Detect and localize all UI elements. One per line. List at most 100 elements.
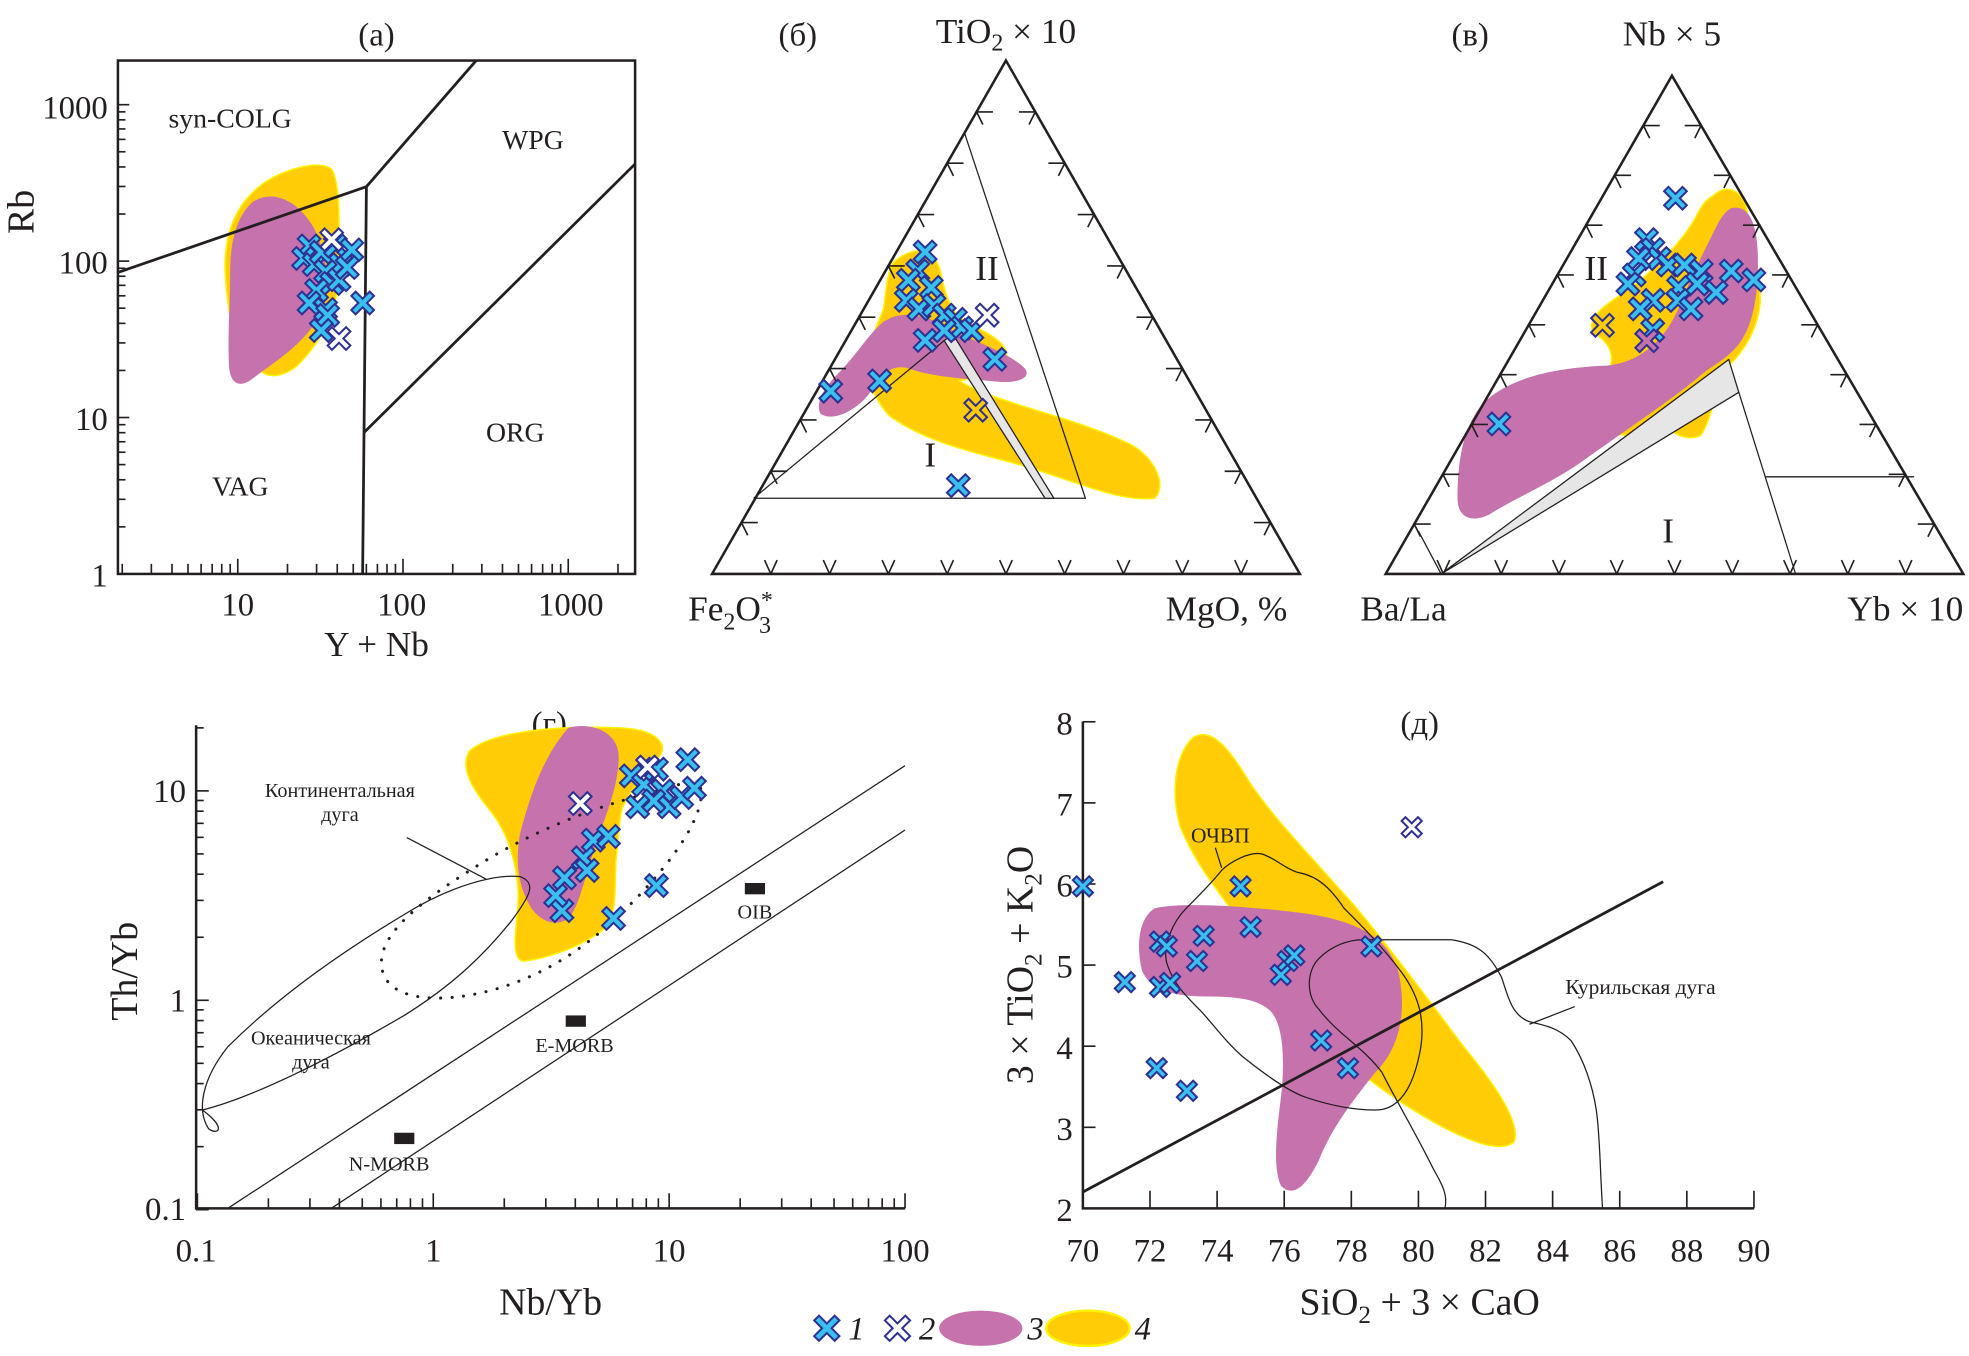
mantle-array-upper xyxy=(227,765,906,1209)
data-point-type-2 xyxy=(1633,327,1660,354)
x-tick-label: 100 xyxy=(880,1233,929,1269)
continental-arc-leader xyxy=(406,837,487,880)
tick-mark xyxy=(799,419,808,433)
tick-mark xyxy=(1234,559,1242,575)
y-tick-label: 5 xyxy=(1056,950,1072,986)
tick-mark xyxy=(1494,559,1502,575)
data-point-type-1 xyxy=(866,368,893,394)
x-tick-label: 80 xyxy=(1402,1233,1435,1269)
tick-mark xyxy=(1694,125,1702,139)
tick-mark xyxy=(1413,523,1422,538)
points-b xyxy=(817,239,1008,499)
ochvp-outline xyxy=(1165,852,1423,1111)
annotation-kuril: Курильская дуга xyxy=(1565,975,1716,999)
grey-wedge-v xyxy=(1440,358,1740,575)
tick-mark xyxy=(1057,162,1066,177)
nmorb-marker xyxy=(394,1132,415,1145)
label-oib: OIB xyxy=(738,901,773,923)
tick-mark xyxy=(946,162,955,177)
tick-mark xyxy=(1904,559,1913,575)
tick-mark xyxy=(1927,523,1935,538)
data-point-type-1 xyxy=(1309,1029,1333,1053)
boundary-corner-v xyxy=(1417,530,1442,575)
panel-d: (д) ОЧВП Курильская дуга SiO2 + 3 × CaO … xyxy=(999,706,1770,1329)
legend-label-4: 4 xyxy=(1135,1312,1151,1348)
data-point-type-1 xyxy=(1359,934,1383,958)
y-tick-label: 100 xyxy=(59,246,108,282)
region-org: ORG xyxy=(486,417,545,448)
y-axis-label-g: Th/Yb xyxy=(104,922,146,1021)
annotation-ochvp: ОЧВП xyxy=(1191,824,1250,848)
data-point-type-1 xyxy=(1615,271,1641,297)
boundary-wpg-org xyxy=(362,162,637,434)
tick-mark xyxy=(1840,559,1849,575)
kuril-leader xyxy=(1529,1006,1576,1025)
region-I-b: I xyxy=(924,436,936,475)
axis-ticks-d xyxy=(1082,720,1755,1209)
tick-mark xyxy=(1116,265,1125,279)
panel-g: (г) Континентальная дуга Океаническая ду… xyxy=(104,706,930,1323)
x-tick-label: 90 xyxy=(1738,1233,1771,1269)
tick-mark xyxy=(1145,316,1154,331)
panel-b-title: (б) xyxy=(779,17,818,53)
points-v xyxy=(1486,185,1767,437)
tick-mark xyxy=(1839,374,1848,388)
tick-mark xyxy=(1175,368,1184,382)
data-point-type-1 xyxy=(1627,296,1653,322)
tick-mark xyxy=(1204,419,1213,433)
data-point-type-1 xyxy=(945,472,972,499)
tick-mark xyxy=(1642,125,1651,139)
legend-label-2: 2 xyxy=(919,1312,935,1348)
data-point-type-2 xyxy=(318,226,345,253)
x-tick-label: 1000 xyxy=(538,588,604,624)
panel-v: (в) Nb × 5 II I Ba/La Yb × 10 xyxy=(1360,14,1966,629)
x-tick-label: 70 xyxy=(1066,1233,1099,1269)
legend-cross-1 xyxy=(812,1314,841,1343)
data-point-type-1 xyxy=(1486,411,1512,437)
oib-marker xyxy=(744,882,766,895)
tick-mark xyxy=(1731,559,1740,575)
x-tick-label: 78 xyxy=(1335,1233,1368,1269)
apex-left-b-sub3: 3 xyxy=(759,613,771,639)
tick-mark xyxy=(1263,522,1272,536)
data-point-type-1 xyxy=(574,857,600,884)
x-tick-label: 82 xyxy=(1469,1233,1502,1269)
x-axis-label-a: Y + Nb xyxy=(324,625,429,664)
data-point-type-1 xyxy=(595,823,622,850)
x-axis-label-d-b: + 3 × CaO xyxy=(1371,1281,1540,1323)
data-point-type-1 xyxy=(349,290,376,316)
legend-label-3: 3 xyxy=(1026,1312,1043,1348)
region-vag: VAG xyxy=(212,472,269,503)
apex-right-v: Yb × 10 xyxy=(1847,590,1963,629)
boundary-ti-outer-b xyxy=(753,132,1087,499)
y-axis-label-d-sub: 2 xyxy=(1020,953,1047,966)
boundary-syncolg-wpg xyxy=(365,59,478,188)
y-tick-label: 3 xyxy=(1056,1112,1072,1148)
region-wpg: WPG xyxy=(502,125,564,156)
x-tick-label: 86 xyxy=(1603,1233,1636,1269)
tick-mark xyxy=(1551,559,1560,575)
tick-mark xyxy=(1442,559,1451,575)
tick-mark xyxy=(946,559,955,575)
data-point-type-1 xyxy=(1185,949,1209,973)
tick-mark xyxy=(1615,559,1624,575)
tick-mark xyxy=(917,214,925,228)
tick-mark xyxy=(1673,559,1682,575)
apex-left-b-fe: Fe xyxy=(688,590,723,629)
tick-mark xyxy=(1500,559,1509,575)
y-tick-label: 8 xyxy=(1056,706,1072,742)
y-axis-label-d-b: + K xyxy=(999,886,1041,954)
tick-mark xyxy=(1470,424,1479,438)
data-point-type-1 xyxy=(1741,267,1767,293)
data-point-type-1 xyxy=(895,267,922,294)
annotation-continental-arc-2: дуга xyxy=(321,804,359,826)
apex-left-b-star: * xyxy=(761,588,773,614)
tick-mark xyxy=(998,559,1007,575)
field-3-d xyxy=(1138,905,1403,1191)
y-tick-label: 10 xyxy=(75,402,108,438)
ternary-frame-b xyxy=(709,58,1303,576)
continental-arc-outline xyxy=(380,781,703,1000)
tick-mark xyxy=(763,559,772,575)
tick-mark xyxy=(770,559,778,575)
tick-mark xyxy=(881,559,890,575)
